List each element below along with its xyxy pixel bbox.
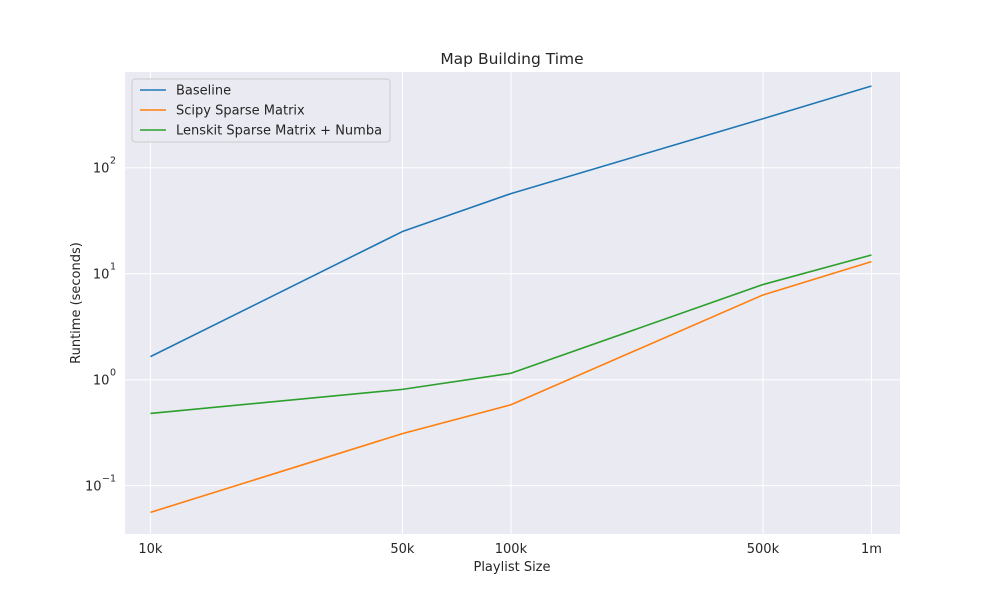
series-line-1	[150, 260, 872, 514]
y-tick-exponent: −1	[102, 474, 116, 485]
y-tick-base: 10	[93, 162, 110, 177]
y-tick-exponent: 0	[110, 368, 116, 379]
y-tick-label: 010	[93, 368, 116, 389]
legend-box	[131, 78, 391, 143]
legend: Baseline Scipy Sparse Matrix Lenskit Spars…	[131, 78, 391, 143]
x-tick-label: 100k	[495, 542, 528, 557]
series-line-2	[150, 254, 872, 415]
series-lines	[150, 85, 872, 514]
legend-label: Baseline	[176, 84, 231, 99]
series-line-0	[150, 85, 872, 358]
grid	[125, 72, 900, 534]
chart-title: Map Building Time	[440, 50, 583, 68]
legend-label: Scipy Sparse Matrix	[176, 104, 305, 119]
x-tick-label: 500k	[747, 542, 780, 557]
y-tick-label: 110	[93, 262, 116, 283]
y-tick-exponent: 1	[110, 262, 116, 273]
y-tick-base: 10	[93, 268, 110, 283]
x-tick-label: 1m	[861, 542, 882, 557]
x-tick-label: 50k	[390, 542, 415, 557]
y-tick-base: 10	[85, 480, 102, 495]
y-axis-label: Runtime (seconds)	[69, 242, 84, 364]
x-tick-label: 10k	[138, 542, 163, 557]
y-tick-label: −110	[85, 474, 116, 495]
x-tick-labels: 10k 50k 100k 500k 1m	[138, 542, 882, 557]
plot-area	[125, 72, 900, 534]
x-axis-label: Playlist Size	[473, 560, 550, 575]
y-tick-label: 210	[93, 156, 116, 177]
y-tick-base: 10	[93, 374, 110, 389]
legend-label: Lenskit Sparse Matrix + Numba	[176, 124, 382, 139]
y-tick-exponent: 2	[110, 156, 116, 167]
